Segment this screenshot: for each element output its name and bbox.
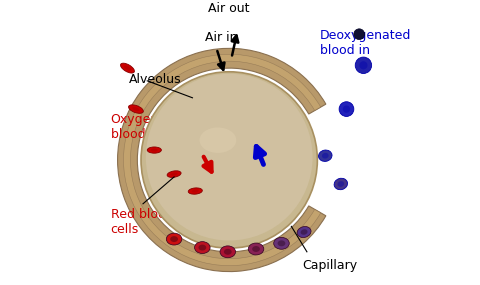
Ellipse shape (192, 190, 198, 193)
Text: Air in: Air in (205, 30, 237, 44)
Ellipse shape (194, 242, 210, 253)
Ellipse shape (297, 227, 311, 237)
Ellipse shape (219, 246, 235, 258)
Ellipse shape (321, 153, 328, 158)
Ellipse shape (188, 188, 202, 194)
Ellipse shape (273, 237, 288, 249)
Ellipse shape (170, 172, 177, 176)
Ellipse shape (355, 57, 371, 74)
Circle shape (145, 74, 312, 241)
Ellipse shape (300, 229, 307, 235)
Circle shape (141, 72, 317, 248)
Wedge shape (117, 48, 325, 272)
Text: CO₂: CO₂ (258, 121, 298, 140)
Ellipse shape (334, 178, 347, 190)
Ellipse shape (120, 63, 134, 73)
Ellipse shape (132, 107, 139, 111)
Ellipse shape (338, 102, 353, 117)
Text: Air out: Air out (208, 2, 250, 15)
Text: Alveolus: Alveolus (129, 73, 181, 86)
Ellipse shape (166, 233, 181, 245)
Wedge shape (123, 54, 320, 266)
Ellipse shape (277, 240, 285, 246)
Ellipse shape (353, 29, 364, 40)
Ellipse shape (359, 61, 367, 69)
Text: Capillary: Capillary (302, 259, 357, 272)
Ellipse shape (170, 236, 178, 242)
Ellipse shape (198, 245, 206, 251)
Text: Out: Out (240, 123, 265, 137)
Ellipse shape (150, 148, 157, 152)
Text: Deoxygenated
blood in: Deoxygenated blood in (319, 29, 410, 57)
Ellipse shape (337, 181, 344, 187)
Ellipse shape (252, 246, 259, 252)
Ellipse shape (124, 66, 131, 71)
Ellipse shape (128, 105, 143, 113)
Text: Oxygenated
blood out: Oxygenated blood out (110, 113, 187, 141)
Ellipse shape (318, 150, 331, 161)
Ellipse shape (147, 147, 161, 153)
Ellipse shape (167, 171, 180, 177)
Text: in: in (207, 146, 220, 160)
Text: O₂: O₂ (199, 121, 224, 140)
Text: Red blood
cells: Red blood cells (110, 208, 173, 236)
Ellipse shape (342, 105, 349, 113)
Ellipse shape (223, 249, 231, 255)
Ellipse shape (248, 243, 263, 255)
Ellipse shape (199, 127, 236, 153)
